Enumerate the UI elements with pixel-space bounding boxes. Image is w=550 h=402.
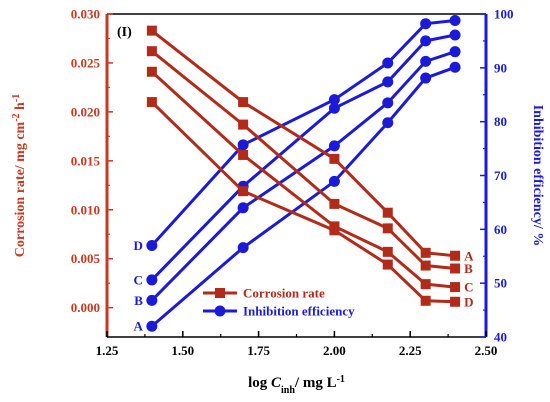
corrosion-point-A: [329, 153, 340, 164]
corrosion-point-D: [146, 97, 157, 108]
corrosion-series-label-A: A: [464, 248, 474, 263]
y-left-tick-label: 0.010: [71, 202, 100, 217]
x-axis-title: log Cinh/ mg L-1: [248, 374, 345, 396]
corrosion-point-A: [238, 97, 249, 108]
corrosion-point-A: [450, 250, 461, 261]
corrosion-series-label-D: D: [464, 294, 473, 309]
y-axis-right-title: Inhibition efficiency/ %: [530, 105, 545, 247]
efficiency-point-B: [328, 140, 340, 152]
efficiency-series-label-C: C: [133, 272, 142, 287]
efficiency-point-B: [146, 294, 158, 306]
corrosion-point-C: [238, 149, 249, 160]
efficiency-point-B: [382, 97, 394, 109]
efficiency-point-D: [382, 57, 394, 69]
legend-efficiency-marker: [214, 305, 226, 317]
y-right-tick-label: 40: [494, 330, 507, 345]
corrosion-point-C: [382, 246, 393, 257]
corrosion-series-label-B: B: [464, 261, 473, 276]
efficiency-point-D: [146, 239, 158, 251]
efficiency-point-A: [328, 175, 340, 187]
corrosion-point-A: [146, 25, 157, 36]
corrosion-point-B: [146, 46, 157, 57]
y-left-tick-label: 0.000: [71, 300, 100, 315]
corrosion-point-C: [420, 279, 431, 290]
corrosion-point-C: [450, 282, 461, 293]
y-left-tick-label: 0.015: [71, 153, 101, 168]
corrosion-point-B: [329, 198, 340, 209]
efficiency-point-A: [382, 117, 394, 129]
corrosion-point-D: [329, 225, 340, 236]
efficiency-point-D: [449, 14, 461, 26]
efficiency-point-A: [146, 320, 158, 332]
y-right-tick-label: 70: [494, 168, 507, 183]
y-left-tick-label: 0.005: [71, 251, 101, 266]
panel-label: (I): [117, 25, 132, 40]
efficiency-point-C: [328, 102, 340, 114]
efficiency-series-label-A: A: [133, 319, 143, 334]
corrosion-point-B: [420, 260, 431, 271]
x-tick-label: 1.25: [96, 343, 119, 358]
corrosion-point-D: [238, 186, 249, 197]
corrosion-point-A: [420, 247, 431, 258]
efficiency-point-C: [146, 274, 158, 286]
x-tick-label: 2.00: [323, 343, 346, 358]
corrosion-point-B: [382, 223, 393, 234]
corrosion-point-A: [382, 207, 393, 218]
corrosion-point-C: [146, 66, 157, 77]
efficiency-point-B: [449, 46, 461, 58]
y-right-tick-label: 50: [494, 276, 507, 291]
efficiency-point-B: [237, 202, 249, 214]
efficiency-point-C: [382, 76, 394, 88]
y-axis-left-title: Corrosion rate/ mg cm-2 h-1: [11, 94, 29, 257]
y-right-tick-label: 60: [494, 222, 507, 237]
efficiency-point-C: [449, 29, 461, 41]
efficiency-point-D: [420, 18, 432, 30]
corrosion-point-B: [238, 119, 249, 130]
corrosion-point-D: [450, 296, 461, 307]
legend-corrosion-label: Corrosion rate: [243, 286, 325, 301]
efficiency-point-C: [420, 35, 432, 47]
y-right-tick-label: 100: [494, 7, 514, 22]
x-tick-label: 1.50: [171, 343, 194, 358]
legend-item-corrosion: Corrosion rate: [203, 286, 325, 301]
efficiency-point-B: [420, 55, 432, 67]
efficiency-point-D: [237, 139, 249, 151]
corrosion-series-line-A: [150, 29, 456, 258]
efficiency-point-D: [328, 94, 340, 106]
legend-corrosion-marker: [215, 288, 225, 298]
efficiency-point-A: [237, 242, 249, 254]
efficiency-series-layer: [146, 14, 461, 332]
legend-item-efficiency: Inhibition efficiency: [203, 304, 355, 319]
corrosion-series-label-C: C: [464, 280, 473, 295]
y-left-tick-label: 0.030: [71, 7, 100, 22]
corrosion-point-D: [382, 259, 393, 270]
x-tick-label: 1.75: [247, 343, 270, 358]
efficiency-point-A: [449, 61, 461, 73]
y-right-tick-label: 90: [494, 60, 507, 75]
corrosion-series-layer: [146, 25, 461, 307]
x-tick-label: 2.50: [475, 343, 498, 358]
y-left-tick-label: 0.020: [71, 104, 100, 119]
efficiency-series-line-C: [150, 33, 456, 281]
legend-efficiency-label: Inhibition efficiency: [243, 304, 355, 319]
x-tick-label: 2.25: [399, 343, 422, 358]
corrosion-point-B: [450, 263, 461, 274]
legend: Corrosion rate Inhibition efficiency: [203, 286, 355, 319]
y-right-tick-label: 80: [494, 114, 507, 129]
efficiency-series-label-D: D: [133, 238, 142, 253]
efficiency-series-label-B: B: [134, 293, 143, 308]
efficiency-point-A: [420, 72, 432, 84]
y-left-tick-label: 0.025: [71, 55, 101, 70]
corrosion-point-D: [420, 295, 431, 306]
